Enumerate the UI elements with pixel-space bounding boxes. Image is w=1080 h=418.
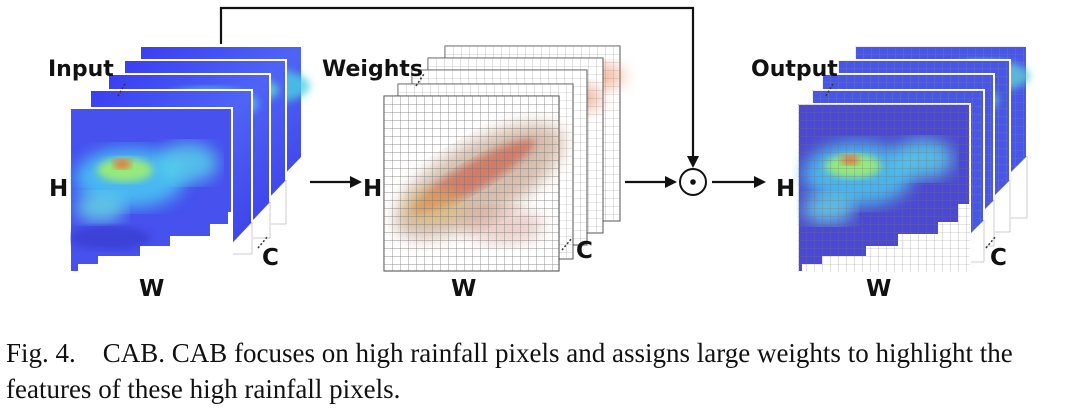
input-height-label: H — [49, 176, 68, 202]
output-feature-stack — [797, 45, 1030, 273]
arrowhead — [350, 176, 362, 188]
arrowhead — [754, 176, 766, 188]
output-height-label: H — [776, 176, 795, 202]
skip-arrowhead — [687, 156, 699, 168]
input-channel-label: C — [262, 245, 279, 271]
output-width-label: W — [866, 276, 891, 300]
output-channel-label: C — [990, 245, 1007, 271]
skip-connection-arrow — [219, 6, 695, 158]
weights-stack — [383, 45, 625, 272]
input-feature-stack — [69, 45, 310, 273]
caption-text: CAB. CAB focuses on high rainfall pixels… — [6, 338, 1020, 404]
arrowhead — [665, 176, 677, 188]
cab-diagram: Input H W C — [48, 6, 1030, 300]
input-label: Input — [48, 57, 114, 82]
output-label: Output — [751, 57, 838, 82]
weights-label: Weights — [322, 57, 423, 82]
elementwise-product-operator — [679, 168, 707, 196]
figure-caption: Fig. 4. CAB. CAB focuses on high rainfal… — [6, 335, 1076, 407]
input-width-label: W — [139, 276, 164, 300]
weights-height-label: H — [363, 176, 382, 202]
caption-label: Fig. 4. — [6, 338, 76, 368]
weights-width-label: W — [451, 276, 476, 300]
weights-channel-label: C — [576, 238, 593, 264]
